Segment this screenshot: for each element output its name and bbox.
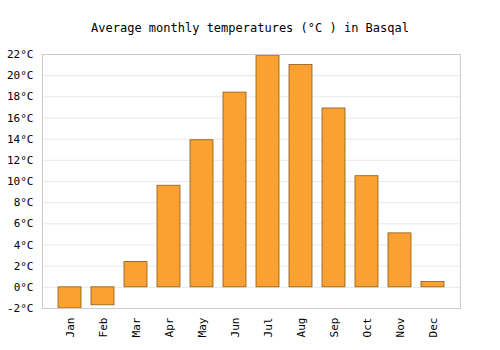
svg-text:Nov: Nov bbox=[394, 317, 407, 337]
svg-text:8°C: 8°C bbox=[14, 196, 34, 209]
svg-text:Jan: Jan bbox=[64, 318, 77, 338]
svg-text:Mar: Mar bbox=[130, 317, 143, 337]
svg-text:18°C: 18°C bbox=[7, 90, 34, 103]
svg-text:0°C: 0°C bbox=[14, 281, 34, 294]
svg-text:Jul: Jul bbox=[262, 318, 275, 338]
svg-text:22°C: 22°C bbox=[7, 48, 34, 61]
svg-text:-2°C: -2°C bbox=[7, 302, 34, 315]
html-text:Average monthly temperatures (: Average monthly temperatures (°C ) in Ba… bbox=[91, 21, 409, 35]
svg-text:20°C: 20°C bbox=[7, 69, 34, 82]
svg-text:Sep: Sep bbox=[328, 318, 341, 338]
svg-text:4°C: 4°C bbox=[14, 239, 34, 252]
svg-text:Oct: Oct bbox=[361, 318, 374, 338]
svg-text:10°C: 10°C bbox=[7, 175, 34, 188]
svg-text:Aug: Aug bbox=[295, 318, 308, 338]
svg-text:16°C: 16°C bbox=[7, 112, 34, 125]
svg-text:May: May bbox=[196, 317, 209, 337]
svg-text:Jun: Jun bbox=[229, 318, 242, 338]
svg-text:12°C: 12°C bbox=[7, 154, 34, 167]
svg-text:2°C: 2°C bbox=[14, 260, 34, 273]
svg-text:Apr: Apr bbox=[163, 317, 176, 337]
svg-text:14°C: 14°C bbox=[7, 133, 34, 146]
svg-text:Feb: Feb bbox=[97, 318, 110, 338]
svg-text:6°C: 6°C bbox=[14, 217, 34, 230]
svg-text:Dec: Dec bbox=[427, 318, 440, 338]
